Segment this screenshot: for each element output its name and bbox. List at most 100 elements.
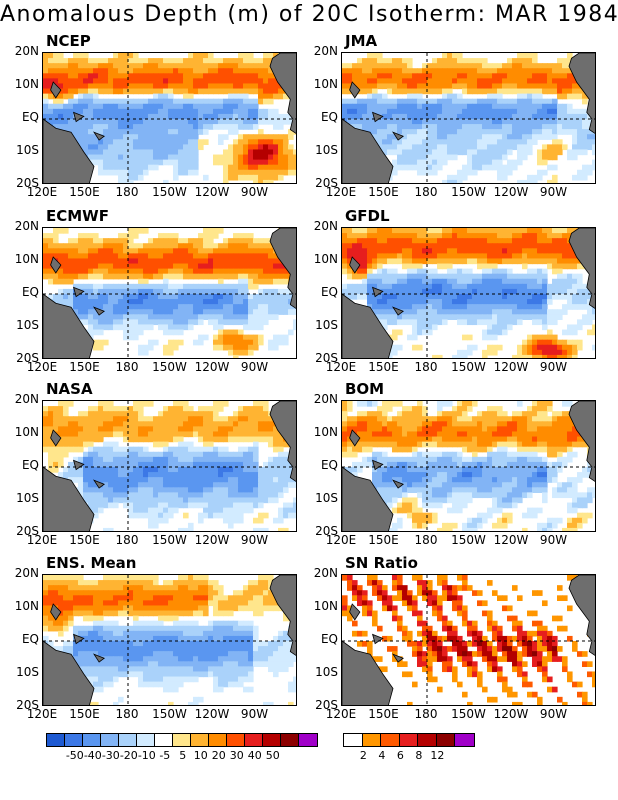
lon-tick-label: 180 [414,360,438,374]
lon-tick-label: 180 [115,185,139,199]
land-island [391,653,405,663]
lon-tick-label: 180 [115,533,139,547]
land-island [391,131,405,141]
lon-tick-label: 150E [69,185,100,199]
panel-label: SN Ratio [345,554,418,572]
land-island [92,131,106,141]
colorbar-swatch [436,734,455,746]
lon-tick-label: 150W [152,533,187,547]
lat-tick-label: 10N [14,425,39,439]
lon-tick-label: 120E [26,707,58,721]
lat-tick-label: 10N [14,599,39,613]
lat-tick-label: 20S [16,524,39,538]
land-australia-asia [342,118,394,183]
figure-title: Anomalous Depth (m) of 20C Isotherm: MAR… [0,2,618,27]
lat-tick-label: EQ [320,458,338,472]
colorbar-swatch [209,734,227,746]
lat-tick-label: 20N [313,44,338,58]
land-americas [269,228,296,309]
lon-tick-label: 150E [69,360,100,374]
map-panel [341,400,596,532]
land-americas [269,401,296,482]
colorbar-swatch [101,734,119,746]
land-island [349,429,361,447]
panel-label: ENS. Mean [46,554,137,572]
anomaly-colorbar [46,733,318,747]
lat-tick-label: EQ [21,458,39,472]
lat-tick-label: 20S [16,351,39,365]
colorbar-swatch [83,734,101,746]
colorbar-swatch [455,734,474,746]
panel-label: NASA [46,380,93,398]
land-americas [568,228,595,309]
land-australia-asia [43,118,95,183]
land-australia-asia [342,466,394,531]
lat-tick-label: EQ [21,632,39,646]
lon-tick-label: 120E [325,533,357,547]
map-panel [341,52,596,184]
lon-tick-label: 180 [115,360,139,374]
lon-tick-label: 90W [539,185,568,199]
lat-tick-label: 20N [313,392,338,406]
lon-tick-label: 120W [194,533,230,547]
land-australia-asia [43,640,95,705]
panel-label: BOM [345,380,385,398]
lon-tick-label: 150E [368,185,399,199]
land-island [349,603,361,621]
colorbar-label: -5 [159,749,171,762]
lat-tick-label: 10N [313,599,338,613]
colorbar-label: 12 [430,749,445,762]
land-americas [269,53,296,134]
lon-tick-label: 90W [539,707,568,721]
land-island [349,256,361,274]
lat-tick-label: 10N [14,252,39,266]
colorbar-label: 6 [396,749,404,762]
contour-field [342,53,595,183]
contour-field [342,228,595,358]
land-americas [568,53,595,134]
lon-tick-label: 120W [493,360,529,374]
lat-tick-label: 20S [315,698,338,712]
colorbar-swatch [418,734,437,746]
lon-tick-label: 120E [26,185,58,199]
lat-tick-label: EQ [21,110,39,124]
map-panel [42,400,297,532]
colorbar-swatch [119,734,137,746]
lon-tick-label: 150W [152,707,187,721]
lon-tick-label: 90W [240,533,269,547]
contour-field [43,575,296,705]
lon-tick-label: 150W [451,707,486,721]
contour-field [342,575,595,705]
lat-tick-label: 20N [14,44,39,58]
land-island [92,479,106,489]
land-island [50,603,62,621]
colorbar-label: 4 [378,749,386,762]
lon-tick-label: 180 [414,533,438,547]
lon-tick-label: 90W [539,533,568,547]
lon-tick-label: 150E [368,707,399,721]
colorbar-label: 2 [359,749,367,762]
lon-tick-label: 150E [368,360,399,374]
lat-tick-label: EQ [320,110,338,124]
lon-tick-label: 120E [325,360,357,374]
colorbar-label: -10 [137,749,156,762]
lat-tick-label: EQ [320,632,338,646]
lon-tick-label: 150W [152,360,187,374]
colorbar-swatch [173,734,191,746]
land-island [372,633,384,645]
land-island [50,81,62,99]
colorbar-swatch [263,734,281,746]
lat-tick-label: 20N [313,566,338,580]
lat-tick-label: 20N [14,219,39,233]
colorbar-label: -50 [65,749,84,762]
lat-tick-label: 10S [315,143,338,157]
panel-label: NCEP [46,32,91,50]
lat-tick-label: 10S [315,318,338,332]
land-australia-asia [43,293,95,358]
lon-tick-label: 180 [414,707,438,721]
lat-tick-label: 10S [16,143,39,157]
lat-tick-label: 10S [16,491,39,505]
lon-tick-label: 90W [240,360,269,374]
land-island [391,479,405,489]
lon-tick-label: 150E [69,533,100,547]
